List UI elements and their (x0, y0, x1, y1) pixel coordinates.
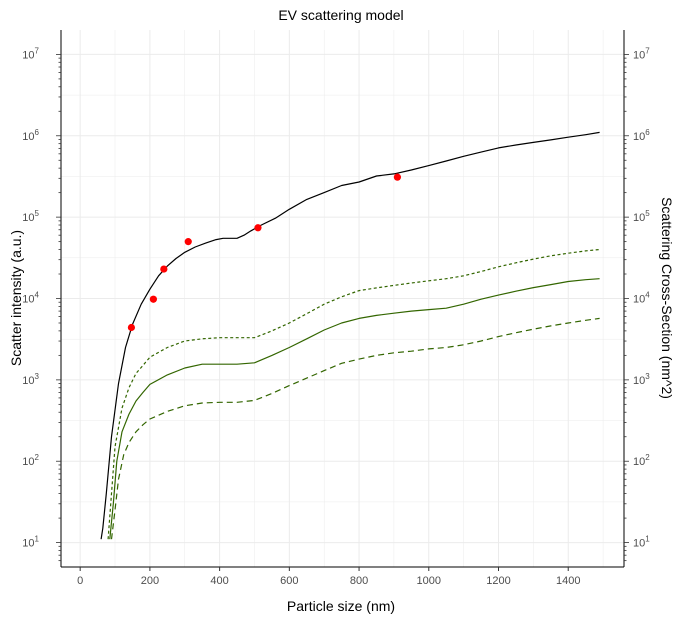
y-tick-label: 103 (22, 372, 39, 387)
y-axis-title: Scatter intensity (a.u.) (8, 230, 24, 366)
y-tick-label: 107 (22, 46, 39, 61)
x-axis-title: Particle size (nm) (287, 598, 395, 614)
x-tick-label: 1000 (417, 575, 441, 587)
measured-point (127, 323, 136, 332)
secondary-y-tick-label: 102 (633, 453, 650, 468)
secondary-y-axis-title: Scattering Cross-Section (nm^2) (659, 197, 675, 399)
secondary-y-tick-label: 106 (633, 128, 650, 143)
secondary-y-tick-label: 103 (633, 372, 650, 387)
y-tick-label: 102 (22, 453, 39, 468)
measured-point (160, 265, 168, 273)
x-tick-label: 800 (350, 575, 368, 587)
secondary-y-tick-label: 105 (633, 209, 650, 224)
x-tick-label: 1400 (556, 575, 580, 587)
secondary-y-tick-label: 104 (633, 291, 650, 306)
series-line-4 (110, 317, 600, 540)
series-layer (100, 131, 600, 540)
x-tick-label: 600 (280, 575, 298, 587)
measured-point (184, 238, 192, 246)
series-line-1 (100, 131, 600, 540)
axes: 0 200 400 600 800 1000 1200 1400 101 101 102 102 103… (22, 30, 650, 587)
secondary-y-tick-label: 101 (633, 535, 650, 550)
y-tick-label: 101 (22, 535, 39, 550)
y-tick-label: 104 (22, 291, 39, 306)
measured-point (393, 173, 402, 181)
measured-point (254, 224, 262, 232)
measured-point (149, 295, 157, 303)
y-tick-label: 105 (22, 209, 39, 224)
secondary-y-tick-label: 107 (633, 46, 650, 61)
series-line-3 (109, 278, 600, 540)
x-tick-label: 400 (210, 575, 228, 587)
series-line-2 (107, 248, 600, 540)
y-tick-label: 106 (22, 128, 39, 143)
x-tick-label: 200 (141, 575, 159, 587)
x-tick-label: 0 (77, 575, 83, 587)
grid (61, 30, 624, 567)
x-tick-label: 1200 (486, 575, 510, 587)
chart-title: EV scattering model (278, 7, 403, 23)
